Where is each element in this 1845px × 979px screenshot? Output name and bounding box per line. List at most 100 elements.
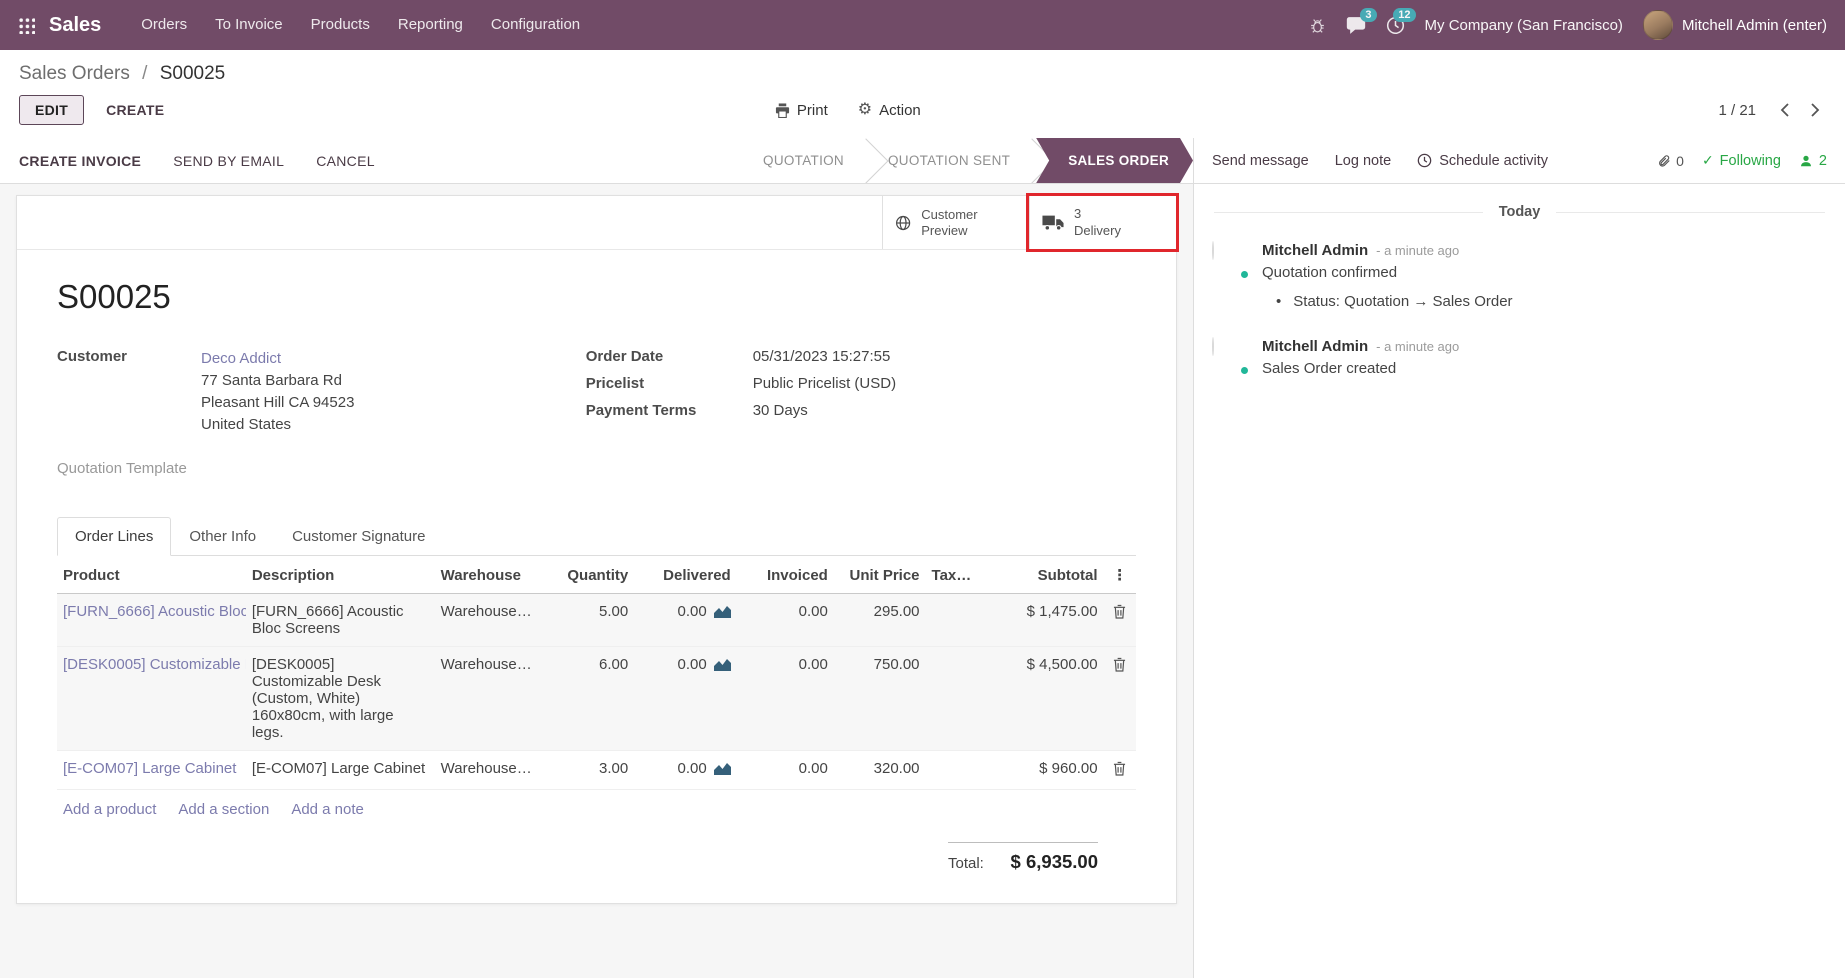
add-a-note-link[interactable]: Add a note xyxy=(291,801,364,818)
menu-products[interactable]: Products xyxy=(310,16,370,33)
forecast-chart-icon[interactable] xyxy=(713,762,731,775)
message-author[interactable]: Mitchell Admin xyxy=(1262,242,1369,259)
log-note-button[interactable]: Log note xyxy=(1334,152,1392,169)
pricelist-value: Public Pricelist (USD) xyxy=(752,375,897,392)
warehouse-cell: Warehouse… xyxy=(434,750,548,790)
add-a-product-link[interactable]: Add a product xyxy=(63,801,157,818)
warehouse-cell: Warehouse… xyxy=(434,646,548,751)
optional-columns-icon[interactable]: ⋮ xyxy=(1103,556,1136,594)
product-link[interactable]: [FURN_6666] Acoustic Bloc S… xyxy=(57,593,246,647)
control-panel: Sales Orders / S00025 EDIT CREATE Print … xyxy=(0,50,1845,138)
messages-icon[interactable]: 3 xyxy=(1346,7,1377,35)
activities-clock-icon[interactable]: 12 xyxy=(1386,7,1416,35)
col-description[interactable]: Description xyxy=(245,556,435,594)
schedule-activity-button[interactable]: Schedule activity xyxy=(1417,153,1548,169)
state-sales-order[interactable]: SALES ORDER xyxy=(1036,138,1193,183)
action-button[interactable]: ⚙ Action xyxy=(857,101,921,119)
followers-button[interactable]: 2 xyxy=(1799,153,1827,169)
menu-configuration[interactable]: Configuration xyxy=(490,16,581,33)
delete-row-button[interactable] xyxy=(1112,603,1127,620)
chevron-right-icon xyxy=(1811,103,1820,117)
user-name: Mitchell Admin (enter) xyxy=(1681,16,1827,34)
customer-link[interactable]: Deco Addict xyxy=(201,350,282,367)
pager-previous-button[interactable] xyxy=(1774,98,1796,122)
taxes-cell xyxy=(925,646,985,751)
following-button[interactable]: ✓ Following xyxy=(1701,152,1781,169)
person-icon xyxy=(1800,155,1811,166)
col-warehouse[interactable]: Warehouse xyxy=(434,556,548,594)
unit-price-cell: 295.00 xyxy=(833,593,926,647)
message-author[interactable]: Mitchell Admin xyxy=(1262,338,1369,355)
pager-value[interactable]: 1 / 21 xyxy=(1718,101,1756,119)
col-subtotal[interactable]: Subtotal xyxy=(984,556,1104,594)
product-link[interactable]: [DESK0005] Customizable D… xyxy=(57,646,246,751)
globe-icon xyxy=(896,215,911,230)
create-button[interactable]: CREATE xyxy=(106,102,165,118)
edit-button[interactable]: EDIT xyxy=(19,95,85,125)
company-switcher[interactable]: My Company (San Francisco) xyxy=(1424,16,1623,34)
state-quotation[interactable]: QUOTATION xyxy=(763,153,844,168)
col-taxes[interactable]: Tax… xyxy=(925,556,985,594)
order-date-value: 05/31/2023 15:27:55 xyxy=(752,348,891,365)
customer-street: 77 Santa Barbara Rd xyxy=(201,372,342,389)
cancel-button[interactable]: CANCEL xyxy=(316,152,375,169)
create-invoice-button[interactable]: CREATE INVOICE xyxy=(19,152,142,169)
col-invoiced[interactable]: Invoiced xyxy=(736,556,834,594)
send-message-button[interactable]: Send message xyxy=(1212,152,1309,169)
order-date-label: Order Date xyxy=(585,348,664,365)
truck-icon xyxy=(1042,215,1064,231)
forecast-chart-icon[interactable] xyxy=(713,605,731,618)
breadcrumb-separator: / xyxy=(142,63,148,84)
trash-icon xyxy=(1114,761,1126,776)
order-form-sheet: Customer Preview 3 Delivery xyxy=(16,193,1179,904)
quantity-cell: 6.00 xyxy=(547,646,635,751)
customer-preview-button[interactable]: Customer Preview xyxy=(882,196,1029,249)
message-time: - a minute ago xyxy=(1376,339,1460,354)
status-pipeline: QUOTATION QUOTATION SENT SALES ORDER xyxy=(741,138,1193,183)
pager-next-button[interactable] xyxy=(1804,98,1826,122)
apps-grid-icon[interactable] xyxy=(18,16,35,34)
chevron-left-icon xyxy=(1780,103,1789,117)
forecast-chart-icon[interactable] xyxy=(713,658,731,671)
menu-to-invoice[interactable]: To Invoice xyxy=(215,16,283,33)
breadcrumb-sales-orders[interactable]: Sales Orders xyxy=(19,63,130,84)
chatter-panel: Send message Log note Schedule activity … xyxy=(1193,138,1845,978)
notebook-tabs: Order Lines Other Info Customer Signatur… xyxy=(57,517,1136,556)
add-a-section-link[interactable]: Add a section xyxy=(178,801,270,818)
menu-reporting[interactable]: Reporting xyxy=(397,16,463,33)
tab-other-info[interactable]: Other Info xyxy=(189,528,257,545)
tab-order-lines[interactable]: Order Lines xyxy=(57,517,172,556)
menu-orders[interactable]: Orders xyxy=(141,16,188,33)
product-link[interactable]: [E-COM07] Large Cabinet xyxy=(57,750,246,790)
form-view-panel: CREATE INVOICE SEND BY EMAIL CANCEL QUOT… xyxy=(0,138,1193,978)
user-avatar xyxy=(1642,10,1673,40)
state-quotation-sent[interactable]: QUOTATION SENT xyxy=(887,153,1011,168)
trash-icon xyxy=(1114,657,1126,672)
pager: 1 / 21 xyxy=(1718,98,1826,122)
delivery-stat-button[interactable]: 3 Delivery xyxy=(1026,193,1179,252)
col-delivered[interactable]: Delivered xyxy=(634,556,737,594)
subtotal-cell: $ 1,475.00 xyxy=(984,593,1104,647)
clock-icon xyxy=(1417,153,1432,168)
activities-badge: 12 xyxy=(1393,7,1416,22)
col-quantity[interactable]: Quantity xyxy=(547,556,635,594)
subtotal-cell: $ 4,500.00 xyxy=(984,646,1104,751)
delivery-count: 3 xyxy=(1074,206,1082,222)
tab-customer-signature[interactable]: Customer Signature xyxy=(292,528,426,545)
print-button[interactable]: Print xyxy=(775,102,828,119)
date-divider: Today xyxy=(1214,204,1825,220)
app-name[interactable]: Sales xyxy=(49,13,102,36)
author-avatar xyxy=(1212,241,1214,260)
description-cell: [E-COM07] Large Cabinet xyxy=(245,750,435,790)
taxes-cell xyxy=(925,593,985,647)
send-by-email-button[interactable]: SEND BY EMAIL xyxy=(173,152,285,169)
col-unit-price[interactable]: Unit Price xyxy=(833,556,926,594)
bug-icon[interactable] xyxy=(1309,17,1326,34)
quotation-template-label: Quotation Template xyxy=(57,460,187,477)
user-menu[interactable]: Mitchell Admin (enter) xyxy=(1642,10,1827,40)
customer-label: Customer xyxy=(57,348,128,365)
delete-row-button[interactable] xyxy=(1112,656,1127,673)
col-product[interactable]: Product xyxy=(57,556,246,594)
attachments-button[interactable]: 0 xyxy=(1657,153,1684,169)
delete-row-button[interactable] xyxy=(1112,760,1127,777)
